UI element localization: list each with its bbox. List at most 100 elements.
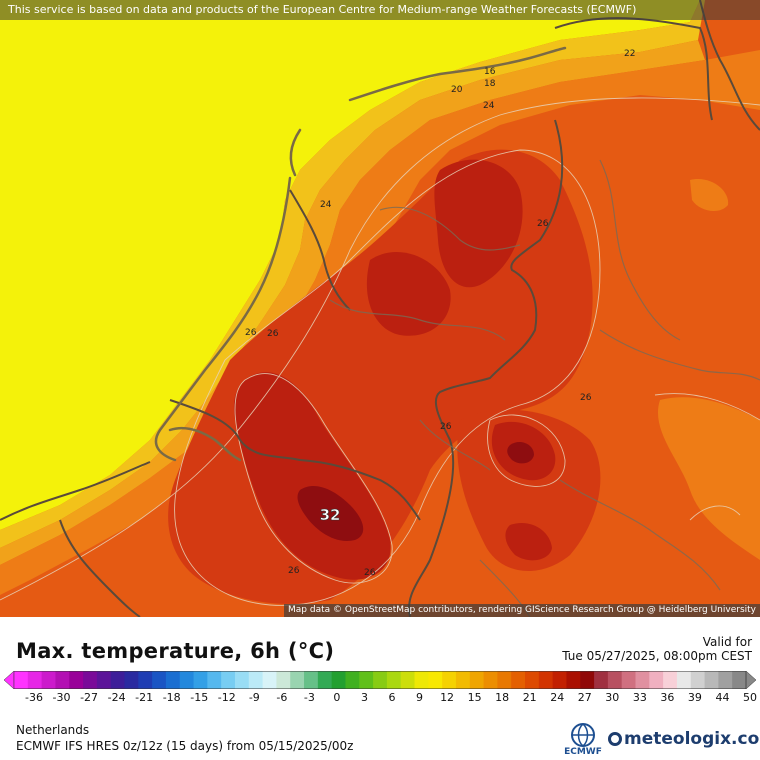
contour-label: 26: [537, 219, 549, 229]
scale-swatch: [676, 671, 692, 689]
scale-swatch: [621, 671, 637, 689]
scale-swatch: [649, 671, 664, 689]
scale-swatch: [152, 671, 167, 689]
scale-tick-label: 0: [333, 691, 341, 704]
scale-swatch: [55, 671, 70, 689]
scale-swatch: [442, 671, 457, 689]
scale-tick-label: -30: [52, 691, 71, 704]
valid-date: Tue 05/27/2025, 08:00pm CEST: [562, 649, 752, 663]
scale-swatch: [331, 671, 346, 689]
map-attribution[interactable]: Map data © OpenStreetMap contributors, r…: [284, 604, 760, 617]
scale-swatch: [124, 671, 139, 689]
scale-swatch: [96, 671, 112, 689]
scale-swatch: [359, 671, 374, 689]
valid-label: Valid for: [702, 635, 752, 649]
weather-map[interactable]: 16 18 20 22 24 24 26 26 26 26 26 26 26 3…: [0, 0, 760, 617]
scale-swatch: [179, 671, 195, 689]
contour-label: 26: [580, 393, 592, 403]
scale-swatch: [110, 671, 125, 689]
scale-swatch: [304, 671, 319, 689]
scale-tick-label: -3: [303, 691, 315, 704]
scale-tick-label: -36: [25, 691, 43, 704]
ecmwf-attribution: This service is based on data and produc…: [0, 0, 760, 20]
scale-swatch: [373, 671, 388, 689]
scale-swatch: [538, 671, 554, 689]
scale-swatch: [386, 671, 402, 689]
scale-swatch: [607, 671, 623, 689]
scale-tick-label: -18: [162, 691, 181, 704]
scale-swatch: [580, 671, 595, 689]
contour-label: 20: [451, 85, 463, 95]
scale-tick-label: 27: [577, 691, 592, 704]
scale-tick-label: -15: [190, 691, 209, 704]
scale-tick-label: -27: [80, 691, 99, 704]
scale-tick-label: 50: [743, 691, 757, 704]
meteologix-icon: [608, 732, 622, 746]
scale-tick-label: -12: [217, 691, 236, 704]
ecmwf-globe-icon: [571, 723, 595, 747]
contour-label: 26: [288, 566, 300, 576]
brand-name: meteologix.com: [624, 729, 760, 749]
map-title: Max. temperature, 6h (°C): [16, 639, 335, 663]
scale-swatch: [525, 671, 540, 689]
scale-swatch: [165, 671, 181, 689]
scale-swatch: [718, 671, 733, 689]
scale-swatch: [345, 671, 360, 689]
scale-tick-label: 33: [632, 691, 647, 704]
scale-swatch: [635, 671, 650, 689]
color-scale: [4, 671, 756, 689]
scale-swatch: [27, 671, 43, 689]
scale-swatch: [428, 671, 443, 689]
scale-tick-label: 44: [715, 691, 730, 704]
meteologix-logo[interactable]: meteologix.com: [608, 729, 760, 749]
scale-swatch: [566, 671, 581, 689]
scale-swatch: [83, 671, 98, 689]
scale-swatch: [483, 671, 498, 689]
scale-tick-label: 3: [360, 691, 368, 704]
contour-label: 18: [484, 79, 496, 89]
legend-footer: Max. temperature, 6h (°C) Valid for Tue …: [0, 617, 760, 760]
contour-label: 24: [483, 101, 495, 111]
scale-swatch: [414, 671, 429, 689]
scale-swatch: [690, 671, 706, 689]
scale-arrow-left: [4, 671, 15, 689]
scale-tick-label: 15: [467, 691, 482, 704]
ecmwf-logo-text: ECMWF: [564, 747, 602, 757]
scale-swatch: [41, 671, 56, 689]
scale-tick-label: 36: [660, 691, 675, 704]
scale-swatch: [138, 671, 153, 689]
contour-label: 26: [440, 422, 452, 432]
contour-label: 24: [320, 200, 332, 210]
scale-swatch: [663, 671, 678, 689]
scale-tick-label: 9: [416, 691, 424, 704]
peak-value-label: 32: [320, 506, 341, 524]
scale-tick-label: 21: [522, 691, 537, 704]
scale-swatch: [248, 671, 264, 689]
scale-tick-label: 18: [495, 691, 510, 704]
contour-label: 26: [364, 568, 376, 578]
model-info: ECMWF IFS HRES 0z/12z (15 days) from 05/…: [16, 739, 354, 753]
scale-outline: [13, 671, 747, 689]
scale-ticks: -36 -30 -27 -24 -21 -18 -15 -12 -9 -6 -3 0 3 6 9 12 15 18…: [0, 691, 760, 707]
contour-label: 22: [624, 49, 635, 59]
scale-tick-label: -9: [248, 691, 260, 704]
scale-swatch: [469, 671, 485, 689]
scale-swatch: [290, 671, 305, 689]
contour-label: 26: [245, 328, 257, 338]
scale-tick-label: 12: [440, 691, 455, 704]
scale-swatch: [14, 671, 29, 689]
scale-tick-label: 6: [388, 691, 396, 704]
scale-swatch: [262, 671, 277, 689]
scale-tick-label: 39: [687, 691, 702, 704]
scale-swatch: [193, 671, 208, 689]
scale-swatch: [732, 671, 747, 689]
scale-tick-label: -6: [276, 691, 288, 704]
scale-swatch: [400, 671, 416, 689]
ecmwf-logo[interactable]: ECMWF: [560, 721, 606, 757]
scale-tick-label: -24: [107, 691, 126, 704]
contour-label: 26: [267, 329, 279, 339]
scale-swatch: [317, 671, 333, 689]
scale-swatch: [455, 671, 471, 689]
scale-tick-label: -21: [135, 691, 154, 704]
temperature-field: 16 18 20 22 24 24 26 26 26 26 26 26 26 3…: [0, 0, 760, 617]
